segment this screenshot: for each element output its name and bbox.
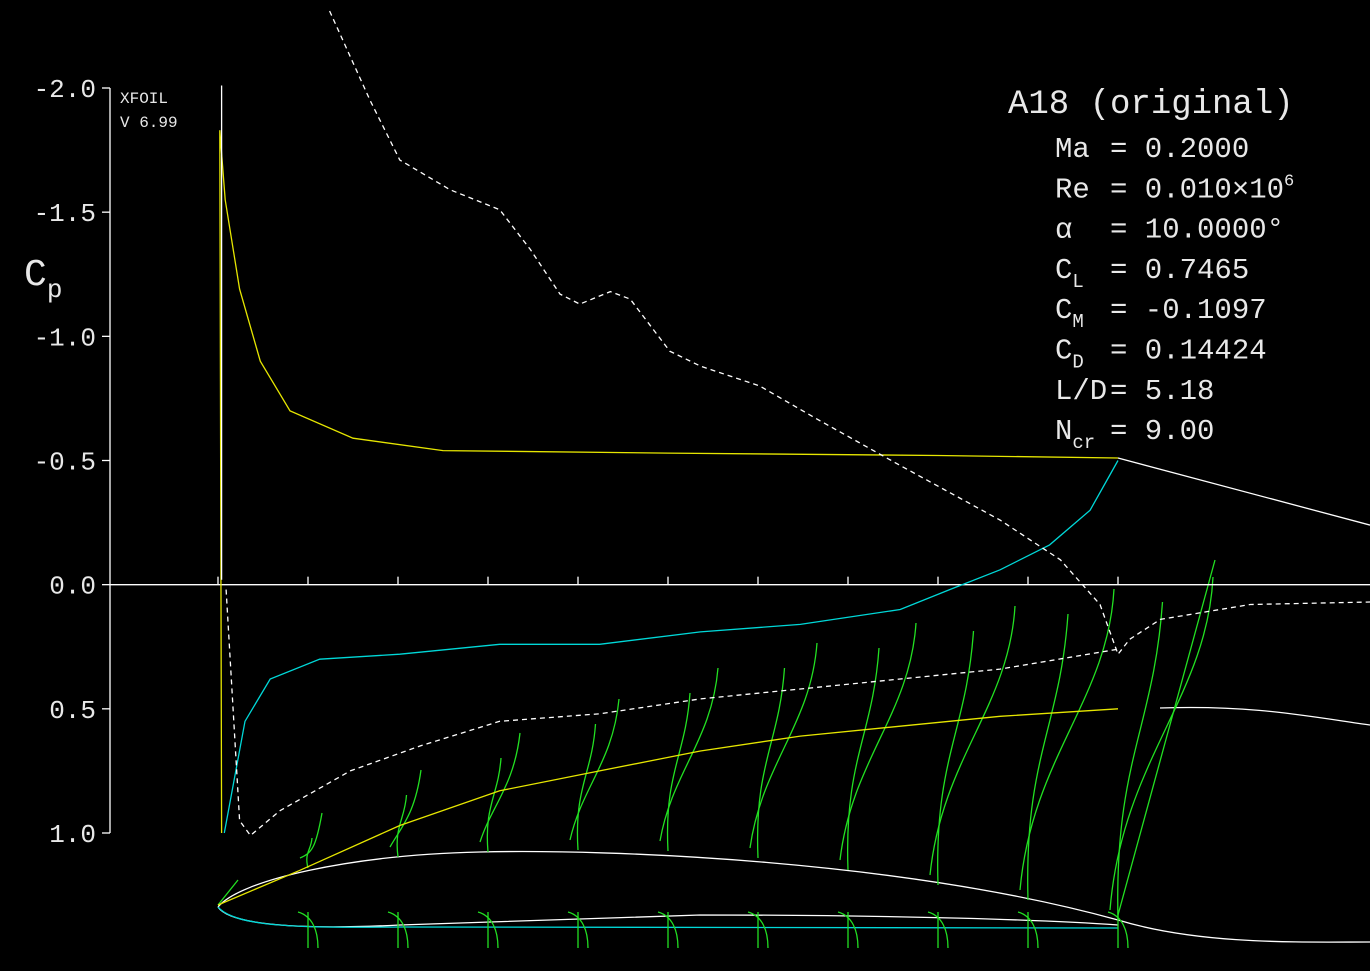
info-value-text: = 0.2000 <box>1110 133 1249 166</box>
cp-curve <box>225 10 1370 837</box>
bl-profile <box>576 723 597 851</box>
bl-profile <box>569 698 620 841</box>
bl-profile-lower <box>477 911 499 949</box>
bl-profile-lower <box>1107 911 1129 949</box>
info-value: = 0.2000 <box>1110 133 1249 166</box>
bl-profile <box>1019 588 1115 891</box>
info-symbol-text: C <box>1055 254 1072 287</box>
info-symbol-text: L/D <box>1055 375 1107 408</box>
cp-curve <box>220 85 1370 580</box>
bl-profile <box>479 732 521 843</box>
bl-profile <box>846 647 880 871</box>
info-symbol-text: C <box>1055 335 1072 368</box>
bl-profile <box>1027 613 1069 901</box>
program-version: V 6.99 <box>120 114 178 132</box>
y-tick-label: -1.5 <box>34 199 96 229</box>
info-symbol-text: C <box>1055 294 1072 327</box>
info-symbol-text: Ma <box>1055 133 1090 166</box>
info-value: = 0.7465 <box>1110 254 1249 287</box>
y-tick-label: 0.5 <box>49 696 96 726</box>
cp-curve <box>217 130 1119 906</box>
y-tick-label: -0.5 <box>34 448 96 478</box>
info-symbol: CL <box>1055 254 1084 293</box>
airfoil <box>217 706 1370 943</box>
info-symbol: Ma <box>1055 133 1090 166</box>
info-value: = 0.14424 <box>1110 335 1267 368</box>
info-subscript: D <box>1072 352 1083 374</box>
bl-profile <box>839 622 917 861</box>
wake-line <box>1159 706 1370 726</box>
y-axis-label: Cp <box>24 254 62 305</box>
bl-profile <box>486 757 502 853</box>
info-value: = 5.18 <box>1110 375 1214 408</box>
bl-profile <box>306 837 313 869</box>
y-tick-label: -2.0 <box>34 75 96 105</box>
y-tick-label: -1.0 <box>34 323 96 353</box>
cp-curve <box>223 460 1119 834</box>
info-value-text: = 0.7465 <box>1110 254 1249 287</box>
info-value-text: = 9.00 <box>1110 415 1214 448</box>
info-subscript: M <box>1072 311 1083 333</box>
bl-profile-lower <box>567 911 589 949</box>
bl-profile-lower <box>837 911 859 949</box>
program-name: XFOIL <box>120 90 168 108</box>
bl-profile <box>217 879 239 906</box>
airfoil-lower-edge <box>217 906 1119 929</box>
info-superscript: 6 <box>1284 172 1294 191</box>
info-symbol: L/D <box>1055 375 1107 408</box>
bl-profile <box>1117 601 1164 921</box>
y-axis-subscript: p <box>47 275 63 305</box>
y-axis-symbol: C <box>24 254 47 297</box>
info-symbol-text: Re <box>1055 173 1090 206</box>
info-symbol: CD <box>1055 335 1084 374</box>
airfoil-upper <box>217 850 1119 921</box>
info-value: = 0.010×106 <box>1110 172 1294 206</box>
info-symbol: Re <box>1055 173 1090 206</box>
bl-profile-lower <box>747 911 769 949</box>
info-value-text: = -0.1097 <box>1110 294 1267 327</box>
info-symbol: α <box>1055 214 1072 247</box>
bl-profile <box>756 667 786 859</box>
info-symbol: Ncr <box>1055 415 1095 454</box>
bl-profile-lower <box>387 911 409 949</box>
info-value-text: = 10.0000° <box>1110 214 1284 247</box>
bl-profile <box>1117 559 1216 916</box>
info-symbol: CM <box>1055 294 1084 333</box>
bl-profile-lower <box>1017 911 1039 949</box>
bl-profile <box>299 812 323 859</box>
info-value: = -0.1097 <box>1110 294 1267 327</box>
bl-profile <box>396 794 408 858</box>
info-value: = 10.0000° <box>1110 214 1284 247</box>
bl-profile <box>749 642 818 849</box>
bl-profile <box>389 769 422 848</box>
bl-profile-lower <box>657 911 679 949</box>
info-symbol-text: α <box>1055 214 1072 247</box>
info-value-text: = 0.010×10 <box>1110 173 1284 206</box>
info-value-text: = 0.14424 <box>1110 335 1267 368</box>
boundary-layer-profiles <box>217 559 1216 949</box>
bl-profile <box>666 692 691 852</box>
bl-profile-lower <box>297 911 319 949</box>
bl-profile <box>1109 576 1214 911</box>
chart-title: A18 (original) <box>1008 86 1294 124</box>
info-subscript: cr <box>1072 432 1095 454</box>
info-subscript: L <box>1072 271 1083 293</box>
bl-profile-lower <box>927 911 949 949</box>
info-symbol-text: N <box>1055 415 1072 448</box>
y-tick-label: 0.0 <box>49 572 96 602</box>
bl-profile <box>929 605 1016 876</box>
info-value: = 9.00 <box>1110 415 1214 448</box>
y-tick-label: 1.0 <box>49 820 96 850</box>
wake-line <box>1117 919 1370 943</box>
info-value-text: = 5.18 <box>1110 375 1214 408</box>
bl-profile <box>659 667 719 842</box>
bl-profile <box>937 630 975 886</box>
